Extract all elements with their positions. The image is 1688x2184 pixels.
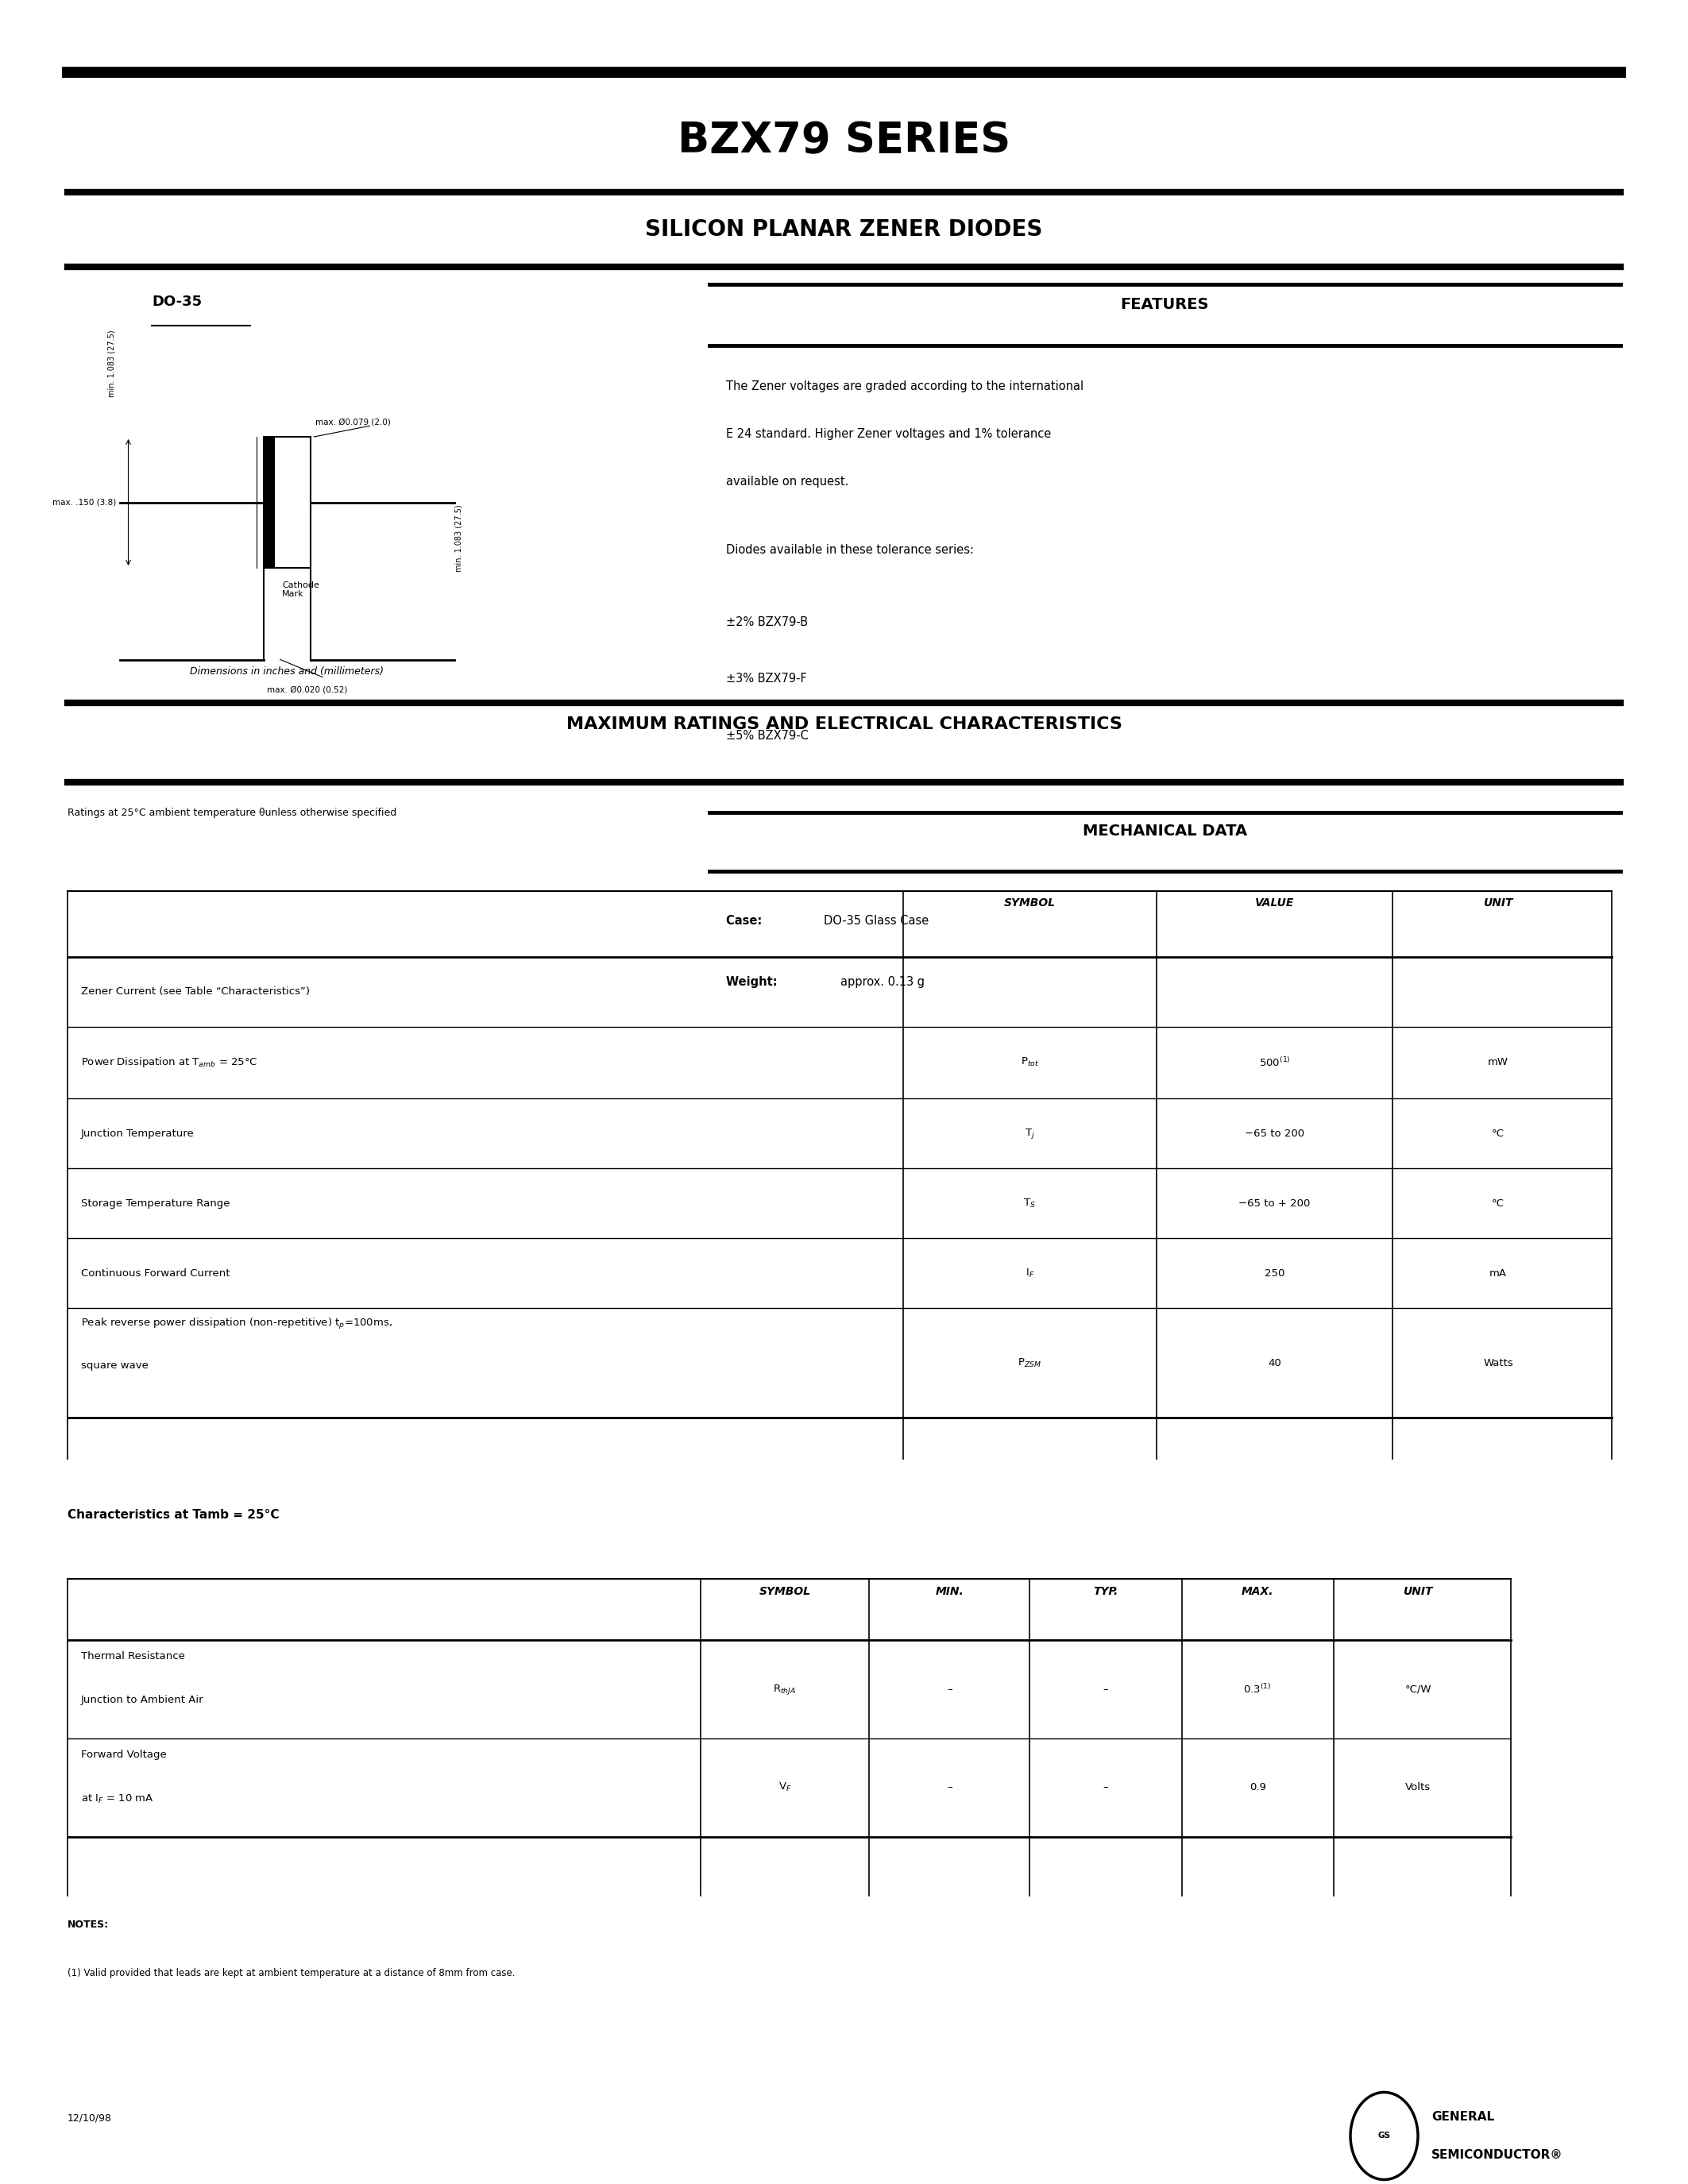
Text: MAXIMUM RATINGS AND ELECTRICAL CHARACTERISTICS: MAXIMUM RATINGS AND ELECTRICAL CHARACTER… xyxy=(565,716,1123,732)
Text: 500$^{(1)}$: 500$^{(1)}$ xyxy=(1259,1057,1290,1068)
Text: max. Ø0.020 (0.52): max. Ø0.020 (0.52) xyxy=(267,686,348,695)
Text: The Zener voltages are graded according to the international: The Zener voltages are graded according … xyxy=(726,380,1084,391)
Text: Continuous Forward Current: Continuous Forward Current xyxy=(81,1269,230,1278)
Text: TYP.: TYP. xyxy=(1094,1586,1117,1597)
Text: Peak reverse power dissipation (non-repetitive) t$_p$=100ms,: Peak reverse power dissipation (non-repe… xyxy=(81,1317,393,1332)
Text: Ratings at 25°C ambient temperature θunless otherwise specified: Ratings at 25°C ambient temperature θunl… xyxy=(68,808,397,819)
Text: min. 1.083 (27.5): min. 1.083 (27.5) xyxy=(456,505,463,572)
Text: I$_F$: I$_F$ xyxy=(1025,1267,1035,1280)
Text: BZX79 SERIES: BZX79 SERIES xyxy=(677,120,1011,162)
Text: T$_S$: T$_S$ xyxy=(1023,1197,1036,1210)
Text: Junction Temperature: Junction Temperature xyxy=(81,1129,194,1138)
Text: –: – xyxy=(1102,1684,1109,1695)
Text: GS: GS xyxy=(1377,2132,1391,2140)
Text: VALUE: VALUE xyxy=(1254,898,1295,909)
Text: P$_{ZSM}$: P$_{ZSM}$ xyxy=(1018,1356,1041,1369)
Text: Dimensions in inches and (millimeters): Dimensions in inches and (millimeters) xyxy=(191,666,383,677)
Text: −65 to 200: −65 to 200 xyxy=(1244,1129,1305,1138)
Text: –: – xyxy=(1102,1782,1109,1793)
Bar xyxy=(263,437,275,568)
Text: ±3% BZX79-F: ±3% BZX79-F xyxy=(726,673,807,684)
Text: NOTES:: NOTES: xyxy=(68,1920,110,1931)
Text: Junction to Ambient Air: Junction to Ambient Air xyxy=(81,1695,204,1706)
Text: Cathode
Mark: Cathode Mark xyxy=(282,581,319,598)
Bar xyxy=(263,437,311,568)
Text: −65 to + 200: −65 to + 200 xyxy=(1239,1199,1310,1208)
Text: (1) Valid provided that leads are kept at ambient temperature at a distance of 8: (1) Valid provided that leads are kept a… xyxy=(68,1968,515,1979)
Text: Power Dissipation at T$_{amb}$ = 25°C: Power Dissipation at T$_{amb}$ = 25°C xyxy=(81,1055,258,1070)
Text: DO-35 Glass Case: DO-35 Glass Case xyxy=(824,915,928,926)
Text: E 24 standard. Higher Zener voltages and 1% tolerance: E 24 standard. Higher Zener voltages and… xyxy=(726,428,1052,439)
Text: UNIT: UNIT xyxy=(1484,898,1512,909)
Text: –: – xyxy=(947,1684,952,1695)
Text: ±2% BZX79-B: ±2% BZX79-B xyxy=(726,616,809,627)
Text: at I$_F$ = 10 mA: at I$_F$ = 10 mA xyxy=(81,1793,154,1804)
Text: Volts: Volts xyxy=(1404,1782,1431,1793)
Text: min. 1.083 (27.5): min. 1.083 (27.5) xyxy=(108,330,115,397)
Text: max. Ø0.079 (2.0): max. Ø0.079 (2.0) xyxy=(316,417,392,426)
Text: max. .150 (3.8): max. .150 (3.8) xyxy=(52,498,116,507)
Text: SYMBOL: SYMBOL xyxy=(1004,898,1055,909)
Text: Forward Voltage: Forward Voltage xyxy=(81,1749,167,1760)
Text: FEATURES: FEATURES xyxy=(1121,297,1209,312)
Text: °C/W: °C/W xyxy=(1404,1684,1431,1695)
Text: MIN.: MIN. xyxy=(935,1586,964,1597)
Text: R$_{thJA}$: R$_{thJA}$ xyxy=(773,1682,797,1697)
Text: Zener Current (see Table “Characteristics”): Zener Current (see Table “Characteristic… xyxy=(81,987,311,996)
Text: Characteristics at Tamb = 25°C: Characteristics at Tamb = 25°C xyxy=(68,1509,279,1520)
Text: 0.3$^{(1)}$: 0.3$^{(1)}$ xyxy=(1244,1684,1271,1695)
Text: square wave: square wave xyxy=(81,1361,149,1372)
Text: °C: °C xyxy=(1492,1199,1504,1208)
Text: 12/10/98: 12/10/98 xyxy=(68,2112,111,2123)
Text: approx. 0.13 g: approx. 0.13 g xyxy=(841,976,925,987)
Text: 250: 250 xyxy=(1264,1269,1285,1278)
Circle shape xyxy=(1364,2110,1404,2162)
Text: 0.9: 0.9 xyxy=(1249,1782,1266,1793)
Text: ±5% BZX79-C: ±5% BZX79-C xyxy=(726,729,809,740)
Text: 40: 40 xyxy=(1268,1358,1281,1367)
Text: °C: °C xyxy=(1492,1129,1504,1138)
Text: Weight:: Weight: xyxy=(726,976,782,987)
Text: available on request.: available on request. xyxy=(726,476,849,487)
Text: mW: mW xyxy=(1487,1057,1509,1068)
Text: Thermal Resistance: Thermal Resistance xyxy=(81,1651,186,1662)
Text: DO-35: DO-35 xyxy=(152,295,203,310)
Text: –: – xyxy=(947,1782,952,1793)
Text: SILICON PLANAR ZENER DIODES: SILICON PLANAR ZENER DIODES xyxy=(645,218,1043,240)
Text: Diodes available in these tolerance series:: Diodes available in these tolerance seri… xyxy=(726,544,974,555)
Text: MAX.: MAX. xyxy=(1241,1586,1274,1597)
Text: P$_{tot}$: P$_{tot}$ xyxy=(1021,1057,1038,1068)
Text: V$_F$: V$_F$ xyxy=(778,1782,792,1793)
Text: mA: mA xyxy=(1489,1269,1507,1278)
Text: Case:: Case: xyxy=(726,915,766,926)
Text: Storage Temperature Range: Storage Temperature Range xyxy=(81,1199,230,1208)
Text: MECHANICAL DATA: MECHANICAL DATA xyxy=(1082,823,1247,839)
Text: GENERAL: GENERAL xyxy=(1431,2112,1494,2123)
Text: Watts: Watts xyxy=(1484,1358,1512,1367)
Text: T$_j$: T$_j$ xyxy=(1025,1127,1035,1140)
Text: UNIT: UNIT xyxy=(1403,1586,1433,1597)
Text: SYMBOL: SYMBOL xyxy=(760,1586,810,1597)
Text: SEMICONDUCTOR®: SEMICONDUCTOR® xyxy=(1431,2149,1563,2160)
